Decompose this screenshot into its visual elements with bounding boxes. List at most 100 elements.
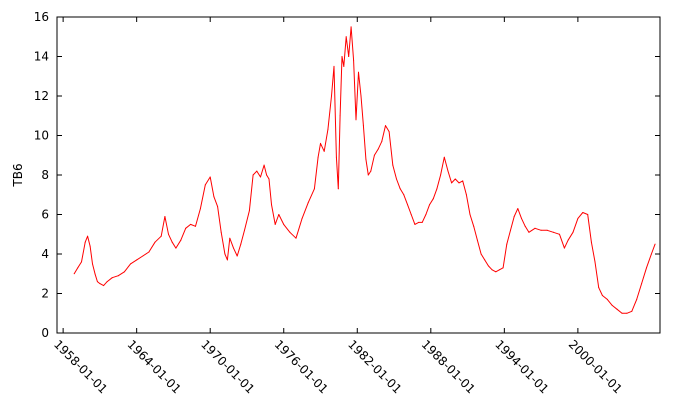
data-point (403, 194, 405, 196)
data-point (252, 174, 254, 176)
data-point (256, 170, 258, 172)
data-point (572, 231, 574, 233)
data-point (323, 150, 325, 152)
data-point (646, 267, 647, 269)
data-point (117, 275, 119, 277)
data-point (502, 267, 504, 269)
data-point (606, 298, 608, 300)
series-line-0 (73, 26, 656, 314)
data-point (465, 194, 467, 196)
x-tick-label: 1970-01-01 (198, 337, 257, 396)
data-point (399, 188, 401, 190)
data-point (333, 65, 335, 67)
data-point (283, 223, 285, 225)
data-point (462, 180, 464, 182)
data-point (484, 259, 486, 261)
data-point (567, 239, 569, 241)
data-point (350, 26, 352, 28)
data-point (195, 225, 196, 227)
data-point (421, 221, 423, 223)
data-point (594, 261, 596, 263)
data-point (339, 115, 341, 117)
data-point (407, 204, 408, 206)
data-point (171, 241, 173, 243)
data-point (480, 253, 482, 255)
x-tick-label: 1964-01-01 (125, 337, 184, 396)
data-point (458, 182, 460, 184)
data-point (451, 182, 453, 184)
data-point (360, 95, 362, 97)
data-point (355, 119, 357, 121)
data-point (343, 65, 345, 67)
data-point (626, 312, 628, 314)
data-point (641, 283, 643, 285)
data-point (447, 170, 449, 172)
data-point (418, 221, 420, 223)
data-point (362, 125, 364, 127)
data-point (337, 188, 339, 190)
data-point (582, 212, 584, 213)
data-point (89, 245, 91, 247)
y-tick-label: 12 (34, 89, 49, 103)
data-point (224, 253, 226, 255)
y-tick-label: 14 (34, 50, 49, 64)
data-point (217, 206, 219, 208)
y-tick-label: 16 (34, 10, 49, 24)
y-axis: 0 2 4 6 8 10 12 14 16 (34, 10, 660, 340)
data-point (425, 214, 427, 215)
data-point (510, 229, 511, 231)
data-point (598, 287, 600, 289)
data-point (307, 202, 309, 204)
data-point (454, 178, 456, 180)
data-point (278, 214, 280, 215)
data-point (353, 59, 355, 61)
data-point (136, 259, 138, 261)
data-point (381, 140, 383, 142)
data-point (240, 243, 242, 245)
data-point (73, 273, 75, 275)
data-point (410, 214, 412, 215)
data-point (199, 208, 201, 210)
data-point (289, 231, 291, 233)
data-point (491, 269, 493, 271)
data-point (84, 241, 86, 243)
data-point (123, 271, 125, 273)
data-point (106, 281, 108, 283)
data-point (274, 223, 276, 225)
data-point (654, 243, 656, 245)
x-axis: 1958-01-01 1964-01-01 1970-01-01 1976-01-01… (51, 17, 625, 396)
data-point (317, 156, 319, 158)
data-point (473, 225, 475, 227)
data-point (168, 233, 169, 235)
data-point (348, 56, 350, 57)
data-point (577, 217, 579, 219)
data-point (268, 178, 270, 180)
data-point (546, 229, 548, 231)
data-point (440, 174, 442, 176)
data-point (244, 229, 245, 231)
data-point (396, 178, 397, 180)
data-point (534, 227, 536, 229)
data-point (148, 251, 150, 253)
y-tick-label: 2 (41, 287, 49, 301)
data-point (370, 170, 372, 172)
data-point (631, 310, 633, 312)
data-point (524, 225, 526, 227)
data-point (213, 196, 215, 198)
plot-frame (56, 16, 661, 334)
data-point (220, 231, 222, 233)
data-point (190, 223, 192, 225)
data-point (377, 148, 379, 150)
data-point (392, 164, 394, 166)
x-tick-label: 2000-01-01 (566, 337, 625, 396)
x-tick-label: 1976-01-01 (272, 337, 331, 396)
data-point (92, 263, 93, 265)
data-point (506, 243, 508, 245)
data-point (226, 259, 228, 261)
data-point (94, 273, 96, 275)
data-point (563, 247, 565, 249)
data-point (552, 231, 554, 233)
data-point (266, 174, 268, 176)
data-point (517, 208, 519, 210)
data-point (301, 217, 303, 219)
